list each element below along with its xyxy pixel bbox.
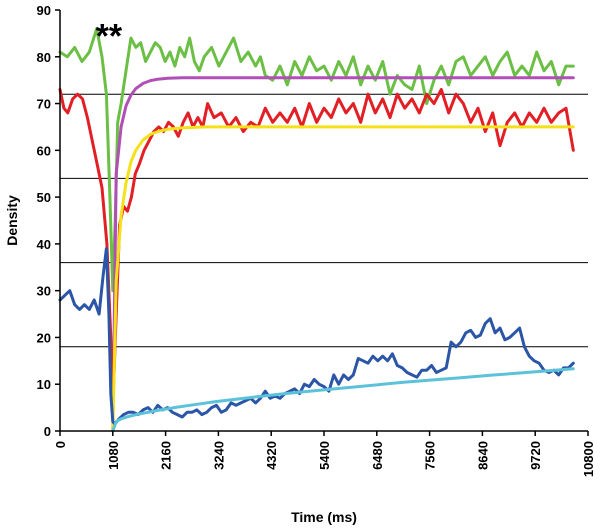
x-tick-label: 10800 bbox=[581, 441, 596, 477]
significance-annotation: ** bbox=[96, 17, 123, 55]
y-tick-label: 90 bbox=[37, 3, 51, 18]
y-tick-label: 10 bbox=[37, 377, 51, 392]
y-axis-title: Density bbox=[4, 195, 20, 246]
y-tick-label: 20 bbox=[37, 330, 51, 345]
y-tick-label: 0 bbox=[44, 424, 51, 439]
y-tick-label: 80 bbox=[37, 50, 51, 65]
series-line-3 bbox=[58, 88, 575, 410]
y-tick-label: 70 bbox=[37, 97, 51, 112]
x-axis-title: Time (ms) bbox=[291, 509, 357, 525]
x-tick-label: 4320 bbox=[264, 441, 279, 470]
x-tick-label: 0 bbox=[53, 441, 68, 448]
x-tick-label: 1080 bbox=[106, 441, 121, 470]
x-tick-label: 7560 bbox=[423, 441, 438, 470]
series-lines bbox=[58, 27, 575, 433]
x-tick-label: 9720 bbox=[528, 441, 543, 470]
series-line-2 bbox=[111, 76, 575, 433]
reference-lines bbox=[60, 93, 588, 348]
series-line-5 bbox=[58, 247, 575, 426]
x-ticks: 0 1080 2160 3240 4320 5400 6480 7560 8640 9720 108… bbox=[53, 431, 596, 477]
x-tick-label: 6480 bbox=[370, 441, 385, 470]
series-line-1 bbox=[58, 27, 575, 293]
x-tick-label: 3240 bbox=[211, 441, 226, 470]
x-tick-label: 5400 bbox=[317, 441, 332, 470]
y-ticks: 0 10 20 30 40 50 60 70 80 90 bbox=[37, 3, 60, 439]
series-line-6 bbox=[111, 367, 575, 433]
y-tick-label: 50 bbox=[37, 190, 51, 205]
y-tick-label: 30 bbox=[37, 284, 51, 299]
x-tick-label: 2160 bbox=[159, 441, 174, 470]
y-tick-label: 60 bbox=[37, 143, 51, 158]
y-tick-label: 40 bbox=[37, 237, 51, 252]
axes bbox=[59, 10, 588, 432]
series-line-4 bbox=[111, 125, 575, 433]
x-tick-label: 8640 bbox=[475, 441, 490, 470]
